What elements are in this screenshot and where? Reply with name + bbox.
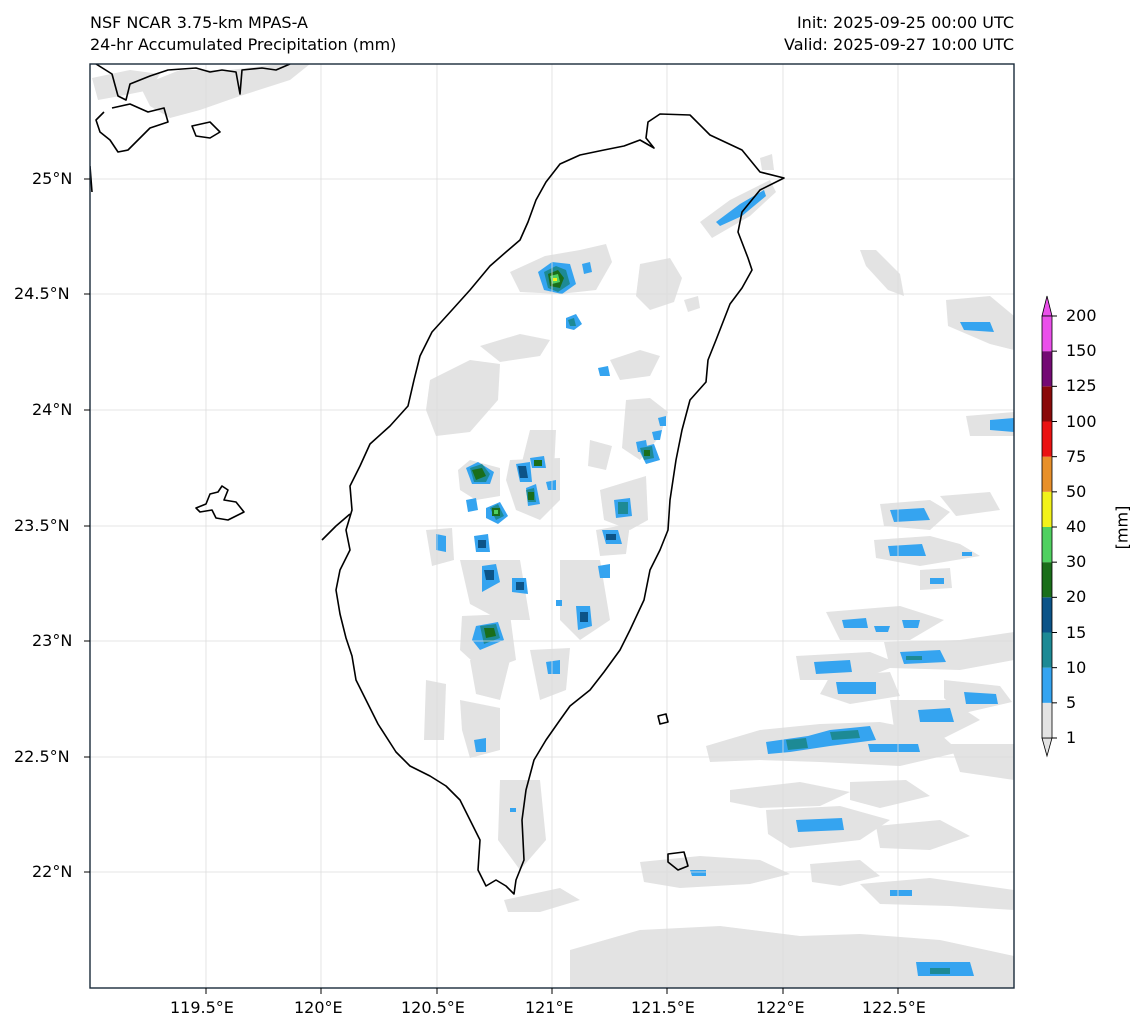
colorbar-bin <box>1042 421 1052 457</box>
init-time: Init: 2025-09-25 00:00 UTC <box>796 13 1014 32</box>
colorbar-level-label: 50 <box>1066 481 1087 501</box>
penghu-islands-coastline <box>195 485 245 521</box>
colorbar-ticks <box>1052 315 1057 739</box>
colorbar-unit-label: [mm] <box>1112 505 1132 550</box>
green-island-coastline <box>657 713 669 725</box>
taiwan-coastline <box>335 113 785 895</box>
lon-label-119.5: 119.5°E <box>170 998 234 1017</box>
colorbar-level-label: 1 <box>1066 728 1077 747</box>
lat-label-24.5: 24.5°N <box>14 284 70 303</box>
lat-label-24: 24°N <box>32 400 73 419</box>
colorbar-bin <box>1042 527 1052 563</box>
field-title: 24-hr Accumulated Precipitation (mm) <box>90 35 397 54</box>
colorbar-bin <box>1042 632 1052 668</box>
model-title: NSF NCAR 3.75-km MPAS-A <box>90 13 308 32</box>
orchid-island-coastline <box>667 851 689 871</box>
colorbar-level-label: 40 <box>1066 517 1087 536</box>
coastlines <box>90 64 785 895</box>
west-coast-inlet <box>321 513 351 541</box>
axis-ticks <box>84 178 899 994</box>
colorbar-bin <box>1042 351 1052 387</box>
colorbar-bins <box>1042 316 1052 738</box>
colorbar-bin <box>1042 702 1052 738</box>
lat-label-22.5: 22.5°N <box>14 747 70 766</box>
colorbar-level-label: 10 <box>1066 657 1087 677</box>
colorbar-bin <box>1042 316 1052 352</box>
colorbar-level-label: 75 <box>1066 446 1087 466</box>
colorbar-max-extend <box>1041 295 1053 317</box>
colorbar-level-label: 100 <box>1066 411 1097 431</box>
lon-label-122.5: 122.5°E <box>862 998 926 1017</box>
precip-intense-cores <box>472 270 650 638</box>
title-left: NSF NCAR 3.75-km MPAS-A 24-hr Accumulate… <box>90 12 396 56</box>
colorbar-min-extend <box>1041 737 1053 758</box>
colorbar-bin <box>1042 386 1052 422</box>
lon-label-121: 121°E <box>525 998 574 1017</box>
map-area <box>90 64 1014 988</box>
colorbar-bin <box>1042 491 1052 527</box>
lon-label-122: 122°E <box>756 998 805 1017</box>
colorbar-level-label: 15 <box>1066 622 1087 642</box>
colorbar <box>1041 295 1057 758</box>
colorbar-bin <box>1042 562 1052 598</box>
lat-label-25: 25°N <box>32 169 73 188</box>
mainland-china-coastline <box>90 64 291 193</box>
lon-label-120: 120°E <box>294 998 343 1017</box>
gridlines <box>90 64 1014 988</box>
lat-label-23.5: 23.5°N <box>14 516 70 535</box>
lat-label-22: 22°N <box>32 862 73 881</box>
colorbar-bin <box>1042 667 1052 703</box>
colorbar-level-label: 200 <box>1066 306 1097 325</box>
valid-time: Valid: 2025-09-27 10:00 UTC <box>783 35 1014 54</box>
lon-label-121.5: 121.5°E <box>631 998 695 1017</box>
lat-label-23: 23°N <box>32 631 73 650</box>
colorbar-level-label: 30 <box>1066 552 1087 572</box>
colorbar-level-label: 125 <box>1066 376 1097 396</box>
colorbar-bin <box>1042 456 1052 492</box>
colorbar-level-label: 20 <box>1066 587 1087 607</box>
colorbar-bin <box>1042 597 1052 633</box>
title-right: Init: 2025-09-25 00:00 UTC Valid: 2025-0… <box>784 12 1014 56</box>
lon-label-120.5: 120.5°E <box>401 998 465 1017</box>
colorbar-level-label: 5 <box>1066 692 1077 712</box>
colorbar-level-label: 150 <box>1066 341 1097 361</box>
